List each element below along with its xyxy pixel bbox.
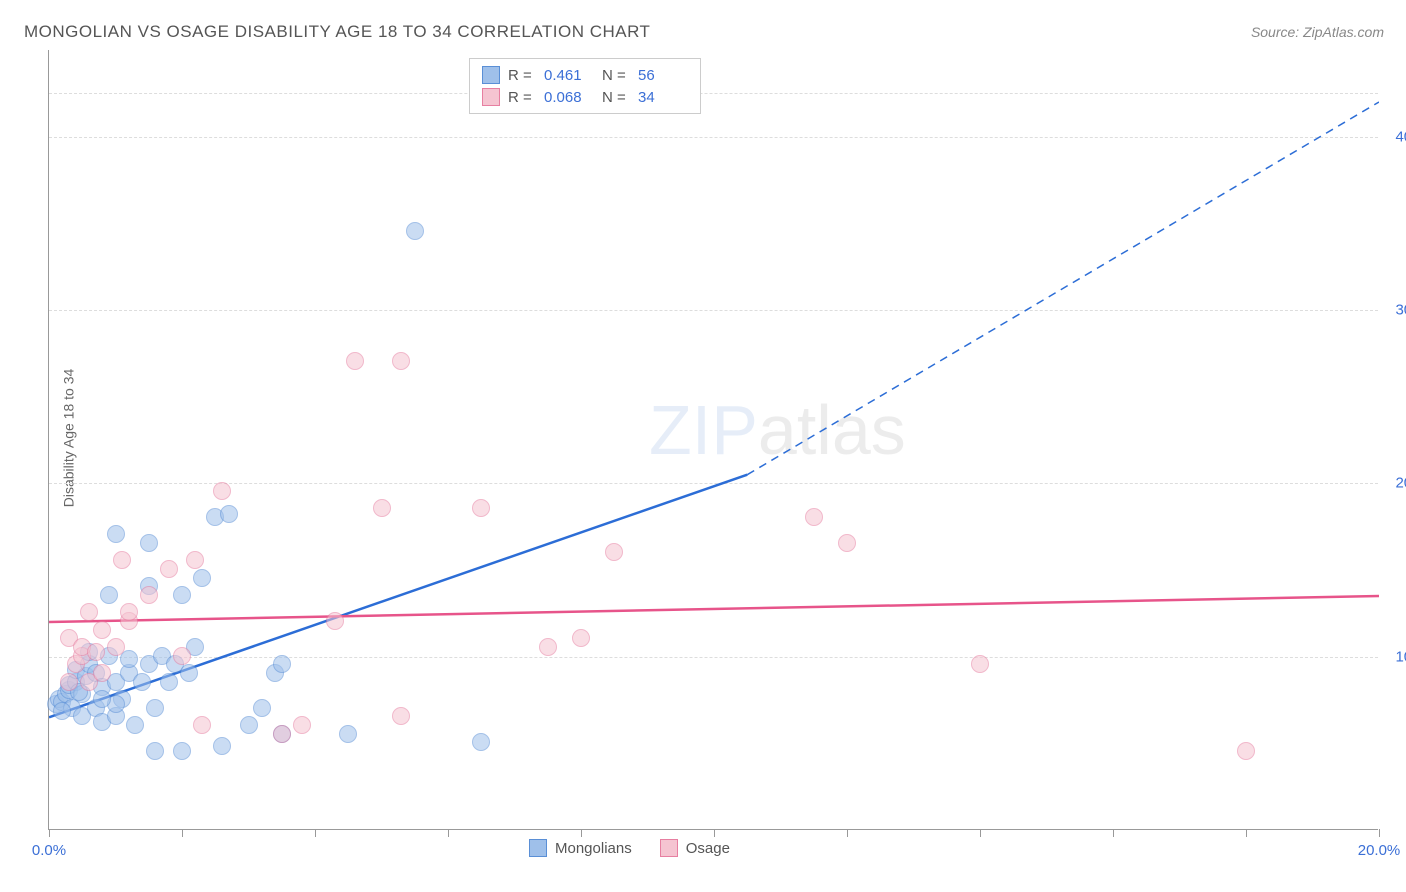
scatter-point-osage: [326, 612, 344, 630]
legend-swatch-osage: [660, 839, 678, 857]
stats-legend-box: R = 0.461 N = 56 R = 0.068 N = 34: [469, 58, 701, 114]
scatter-point-osage: [186, 551, 204, 569]
scatter-point-mongolians: [173, 586, 191, 604]
r-label-2: R =: [508, 89, 536, 106]
scatter-point-mongolians: [53, 702, 71, 720]
scatter-point-osage: [193, 716, 211, 734]
scatter-point-mongolians: [220, 505, 238, 523]
swatch-osage: [482, 88, 500, 106]
scatter-point-osage: [971, 655, 989, 673]
stats-row-mongolians: R = 0.461 N = 56: [482, 64, 688, 86]
scatter-point-mongolians: [146, 742, 164, 760]
scatter-point-mongolians: [193, 569, 211, 587]
source-attribution: Source: ZipAtlas.com: [1251, 24, 1384, 40]
r-label-1: R =: [508, 67, 536, 84]
scatter-point-mongolians: [253, 699, 271, 717]
scatter-point-mongolians: [472, 733, 490, 751]
scatter-point-osage: [273, 725, 291, 743]
scatter-point-mongolians: [273, 655, 291, 673]
watermark-zip: ZIP: [649, 390, 758, 470]
legend-label-mongolians: Mongolians: [555, 840, 632, 857]
scatter-point-osage: [213, 482, 231, 500]
scatter-point-mongolians: [133, 673, 151, 691]
stats-row-osage: R = 0.068 N = 34: [482, 86, 688, 108]
scatter-point-mongolians: [180, 664, 198, 682]
chart-title: MONGOLIAN VS OSAGE DISABILITY AGE 18 TO …: [24, 22, 650, 42]
scatter-point-osage: [838, 534, 856, 552]
scatter-point-mongolians: [126, 716, 144, 734]
legend-item-osage: Osage: [660, 839, 730, 857]
r-value-osage: 0.068: [544, 89, 594, 106]
scatter-point-mongolians: [107, 525, 125, 543]
x-tick-label: 20.0%: [1358, 842, 1401, 859]
n-value-osage: 34: [638, 89, 688, 106]
scatter-point-osage: [805, 508, 823, 526]
scatter-point-osage: [93, 664, 111, 682]
scatter-point-mongolians: [173, 742, 191, 760]
scatter-point-osage: [140, 586, 158, 604]
scatter-point-osage: [107, 638, 125, 656]
scatter-point-mongolians: [140, 534, 158, 552]
n-label-2: N =: [602, 89, 630, 106]
scatter-point-osage: [80, 603, 98, 621]
swatch-mongolians: [482, 66, 500, 84]
scatter-point-osage: [346, 352, 364, 370]
legend-item-mongolians: Mongolians: [529, 839, 632, 857]
x-tick-label: 0.0%: [32, 842, 66, 859]
y-axis-label: Disability Age 18 to 34: [60, 369, 76, 508]
trend-lines: [49, 50, 1379, 830]
scatter-point-osage: [120, 603, 138, 621]
legend-swatch-mongolians: [529, 839, 547, 857]
scatter-point-mongolians: [160, 673, 178, 691]
scatter-point-mongolians: [406, 222, 424, 240]
scatter-point-osage: [373, 499, 391, 517]
scatter-point-osage: [392, 707, 410, 725]
scatter-point-osage: [113, 551, 131, 569]
scatter-point-mongolians: [146, 699, 164, 717]
scatter-point-osage: [539, 638, 557, 656]
legend-label-osage: Osage: [686, 840, 730, 857]
scatter-point-osage: [472, 499, 490, 517]
y-tick-label: 30.0%: [1395, 302, 1406, 319]
scatter-point-osage: [392, 352, 410, 370]
scatter-point-osage: [87, 643, 105, 661]
scatter-point-osage: [605, 543, 623, 561]
scatter-point-mongolians: [100, 586, 118, 604]
scatter-point-osage: [93, 621, 111, 639]
scatter-point-mongolians: [213, 737, 231, 755]
plot-area: Disability Age 18 to 34 ZIPatlas 10.0%20…: [48, 50, 1378, 830]
scatter-point-osage: [160, 560, 178, 578]
scatter-point-osage: [572, 629, 590, 647]
watermark-atlas: atlas: [758, 390, 906, 470]
y-tick-label: 40.0%: [1395, 128, 1406, 145]
watermark: ZIPatlas: [649, 390, 906, 470]
y-tick-label: 10.0%: [1395, 648, 1406, 665]
scatter-point-osage: [293, 716, 311, 734]
scatter-point-osage: [173, 647, 191, 665]
n-value-mongolians: 56: [638, 67, 688, 84]
scatter-point-osage: [1237, 742, 1255, 760]
y-tick-label: 20.0%: [1395, 475, 1406, 492]
r-value-mongolians: 0.461: [544, 67, 594, 84]
scatter-point-mongolians: [120, 650, 138, 668]
scatter-point-mongolians: [240, 716, 258, 734]
scatter-point-mongolians: [339, 725, 357, 743]
bottom-legend: Mongolians Osage: [529, 839, 730, 857]
scatter-point-osage: [60, 673, 78, 691]
scatter-point-mongolians: [93, 690, 111, 708]
n-label-1: N =: [602, 67, 630, 84]
